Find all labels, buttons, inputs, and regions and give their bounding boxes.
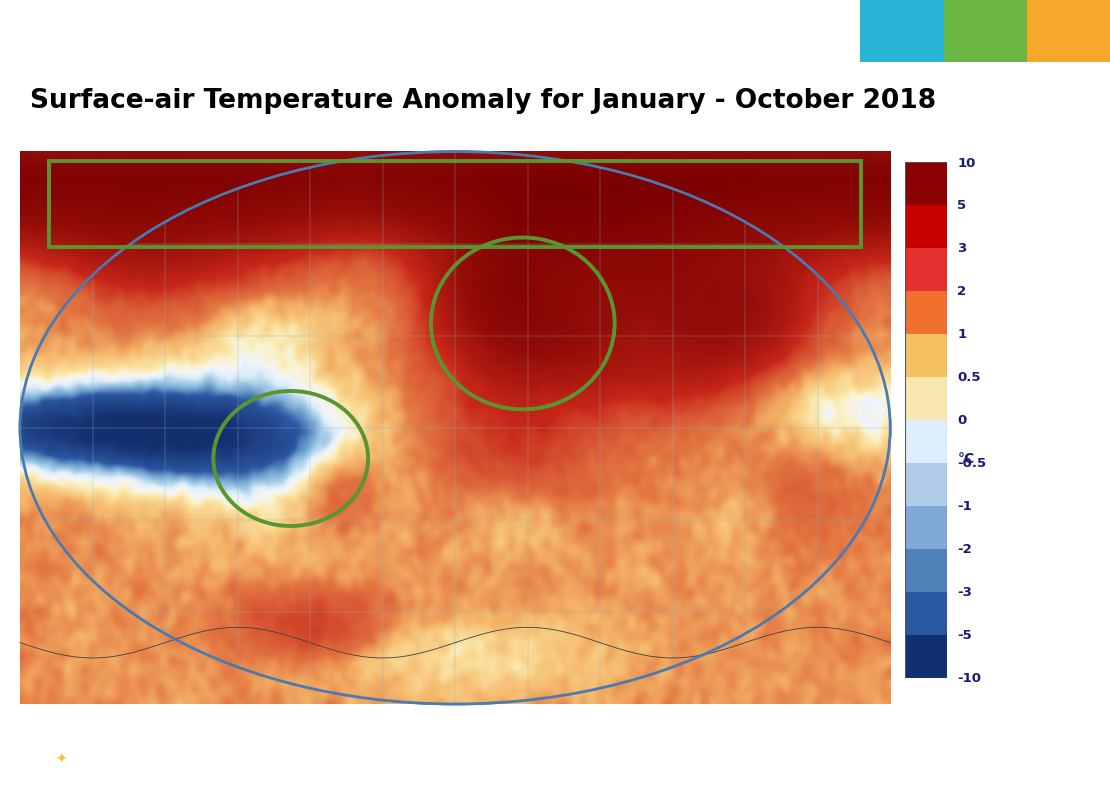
Text: -5: -5 (957, 628, 972, 642)
Bar (860, 0, 944, 63)
Text: 0.5: 0.5 (957, 371, 981, 384)
Text: -2: -2 (957, 542, 972, 556)
Text: 10: 10 (957, 156, 976, 169)
Text: 1: 1 (957, 328, 967, 341)
Text: 0: 0 (957, 414, 967, 427)
Text: Surface-air Temperature Anomaly for January - October 2018: Surface-air Temperature Anomaly for Janu… (30, 87, 936, 114)
Bar (905, 549, 947, 592)
Bar (49, 161, 861, 248)
Text: -10: -10 (957, 671, 981, 684)
Text: 3: 3 (957, 242, 967, 255)
Bar (905, 635, 947, 678)
Text: ✦: ✦ (56, 751, 67, 766)
Text: 5: 5 (957, 199, 967, 213)
Ellipse shape (20, 152, 890, 704)
Text: -0.5: -0.5 (957, 456, 987, 470)
Text: WORLD
METEOROLOGICAL
ORGANIZATION: WORLD METEOROLOGICAL ORGANIZATION (122, 739, 229, 778)
Text: -1: -1 (957, 500, 972, 512)
Text: -3: -3 (957, 585, 972, 598)
Bar (905, 463, 947, 506)
Bar (905, 334, 947, 377)
Bar (944, 0, 1027, 63)
Bar (905, 506, 947, 549)
Bar (905, 291, 947, 334)
Bar (1027, 0, 1110, 63)
Text: 2: 2 (957, 285, 967, 298)
Bar (905, 592, 947, 635)
Bar (905, 205, 947, 249)
Text: °C: °C (957, 452, 975, 465)
Bar (905, 377, 947, 420)
Bar (905, 163, 947, 205)
Bar (905, 420, 947, 463)
Bar (905, 249, 947, 291)
